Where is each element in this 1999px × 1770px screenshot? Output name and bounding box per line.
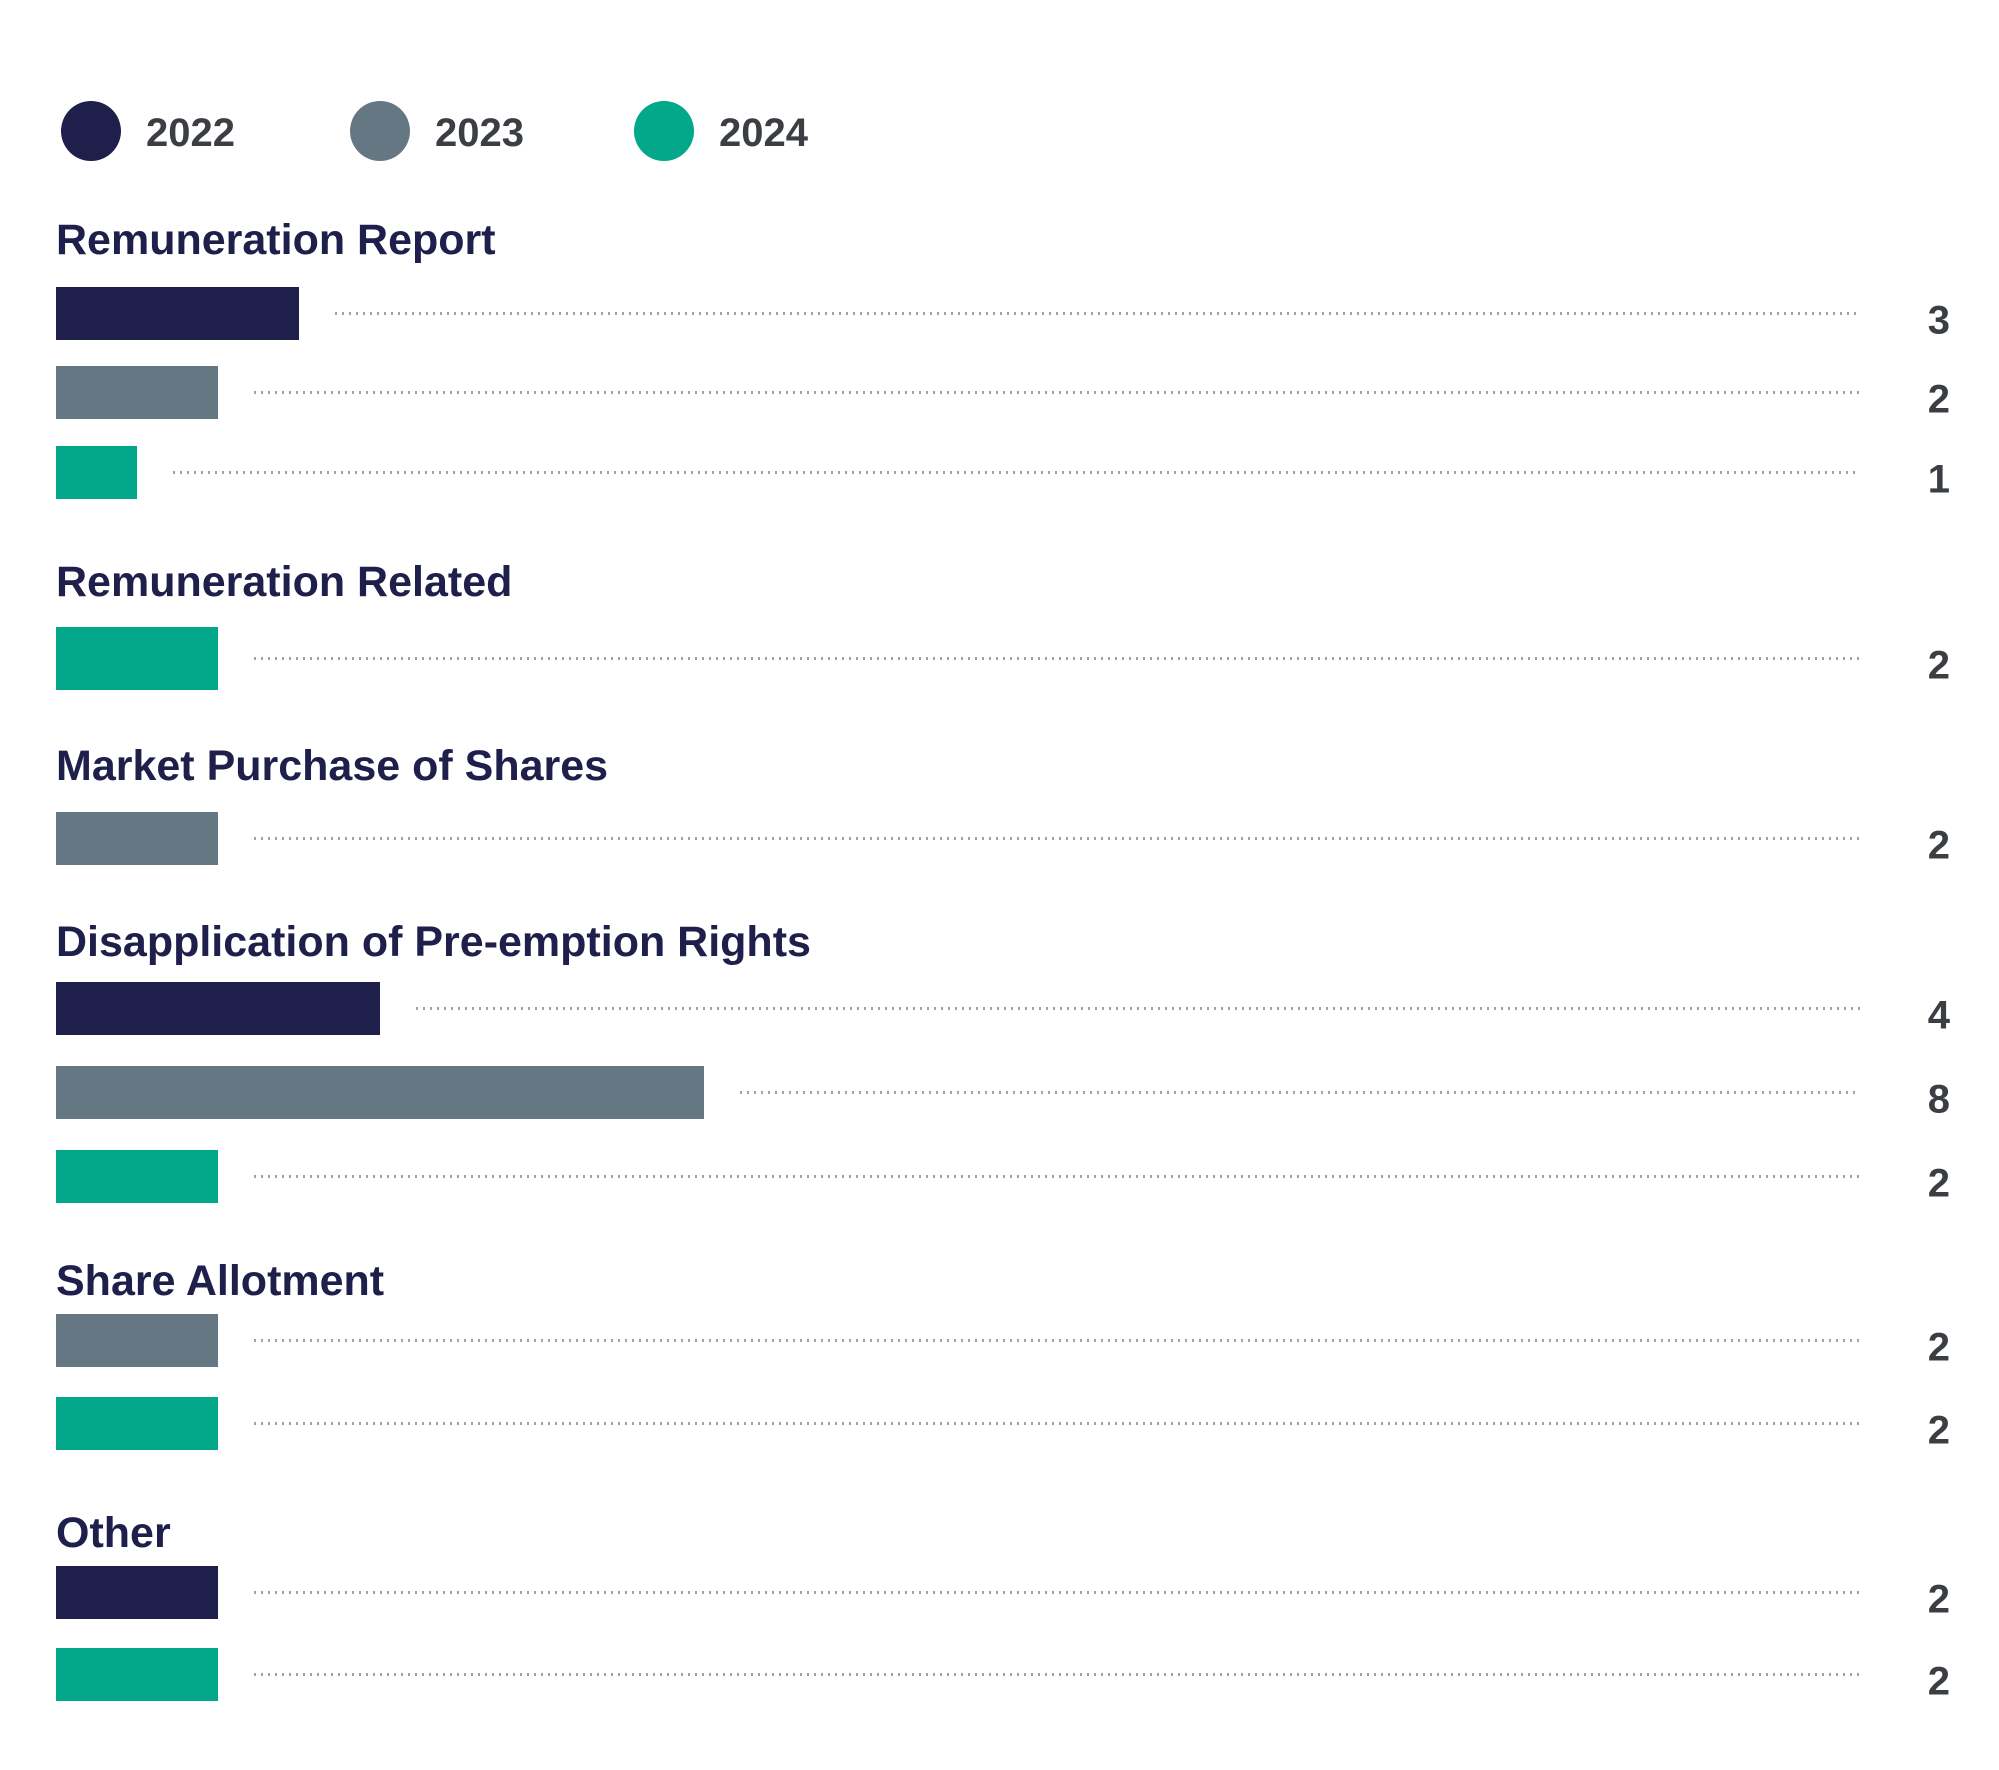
- legend-swatch: [61, 101, 121, 161]
- legend-label: 2022: [146, 111, 235, 155]
- legend-swatch: [634, 101, 694, 161]
- group-market-purchase-of-shares: Market Purchase of Shares 2: [56, 742, 1950, 868]
- group-title: Share Allotment: [56, 1257, 384, 1305]
- group-other: Other 2 2: [56, 1509, 1950, 1704]
- bar-2023: [56, 1314, 218, 1367]
- value-label: 2: [1928, 1162, 1950, 1206]
- legend-item-2022: 2022: [61, 101, 235, 161]
- legend-swatch: [350, 101, 410, 161]
- legend-item-2023: 2023: [350, 101, 524, 161]
- bar-2023: [56, 1066, 704, 1119]
- group-share-allotment: Share Allotment 2 2: [56, 1257, 1950, 1453]
- value-label: 2: [1928, 644, 1950, 688]
- bar-2024: [56, 1150, 218, 1203]
- bar-2024: [56, 627, 218, 690]
- value-label: 4: [1928, 994, 1951, 1038]
- value-label: 8: [1928, 1078, 1950, 1122]
- bar-2023: [56, 812, 218, 865]
- value-label: 2: [1928, 1326, 1950, 1370]
- group-title: Remuneration Related: [56, 558, 512, 606]
- group-remuneration-report: Remuneration Report 3 2 1: [56, 216, 1950, 502]
- value-label: 2: [1928, 1578, 1950, 1622]
- value-label: 1: [1928, 458, 1950, 502]
- bar-2024: [56, 446, 137, 499]
- group-title: Other: [56, 1509, 171, 1557]
- bar-2024: [56, 1648, 218, 1701]
- legend-item-2024: 2024: [634, 101, 809, 161]
- group-disapplication-of-pre-emption-rights: Disapplication of Pre-emption Rights 4 8 2: [56, 918, 1951, 1206]
- value-label: 2: [1928, 1409, 1950, 1453]
- value-label: 3: [1928, 299, 1950, 343]
- value-label: 2: [1928, 824, 1950, 868]
- group-title: Market Purchase of Shares: [56, 742, 608, 790]
- bar-2022: [56, 287, 299, 340]
- legend-label: 2024: [719, 111, 809, 155]
- group-title: Disapplication of Pre-emption Rights: [56, 918, 811, 966]
- bar-2022: [56, 1566, 218, 1619]
- value-label: 2: [1928, 1660, 1950, 1704]
- chart-groups: Remuneration Report 3 2 1 Remuneration Relat…: [56, 216, 1951, 1704]
- legend: 2022 2023 2024: [61, 101, 809, 161]
- value-label: 2: [1928, 378, 1950, 422]
- bar-2023: [56, 366, 218, 419]
- bar-2022: [56, 982, 380, 1035]
- group-title: Remuneration Report: [56, 216, 496, 264]
- bar-2024: [56, 1397, 218, 1450]
- legend-label: 2023: [435, 111, 524, 155]
- group-remuneration-related: Remuneration Related 2: [56, 558, 1950, 690]
